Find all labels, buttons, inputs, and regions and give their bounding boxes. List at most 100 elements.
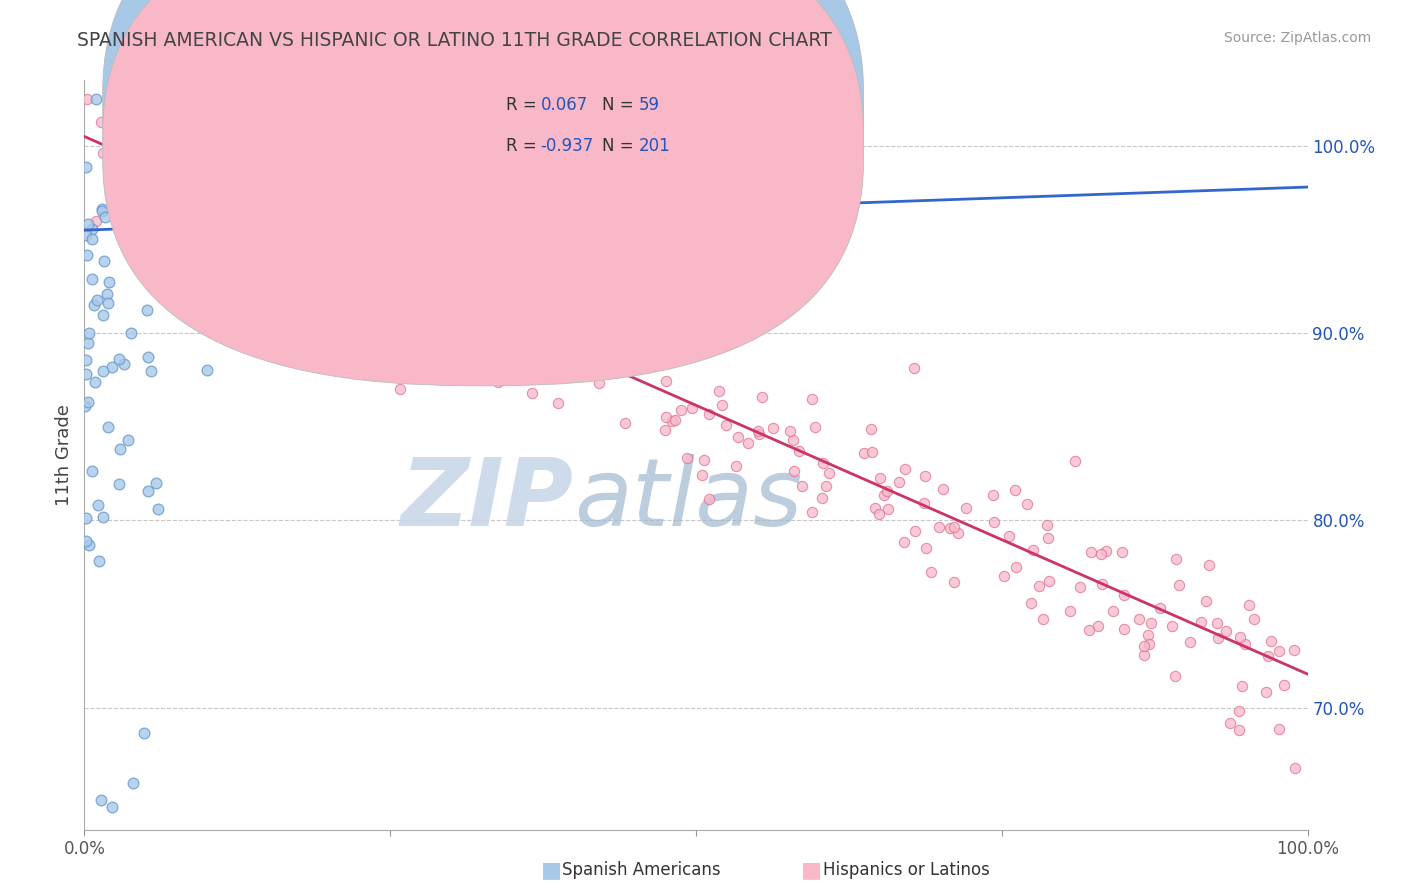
Point xyxy=(981,487,1004,501)
Point xyxy=(75,227,97,242)
Point xyxy=(998,529,1021,543)
Point xyxy=(690,468,713,483)
Point xyxy=(1161,619,1184,633)
Point xyxy=(1237,598,1260,612)
Point xyxy=(605,270,627,285)
Text: ■: ■ xyxy=(541,860,562,880)
Point xyxy=(893,535,915,549)
Point xyxy=(97,92,120,106)
Point xyxy=(876,483,898,498)
Point xyxy=(800,392,823,406)
Point xyxy=(107,92,129,106)
Point xyxy=(290,277,312,292)
Point xyxy=(75,353,97,368)
Point xyxy=(707,384,730,398)
Point xyxy=(932,482,955,496)
Point xyxy=(889,475,911,490)
Point xyxy=(654,410,676,425)
Point xyxy=(787,444,810,458)
Point xyxy=(149,132,172,146)
Point xyxy=(115,143,138,157)
Point xyxy=(114,211,136,225)
Point xyxy=(1132,648,1154,663)
Point xyxy=(224,122,246,136)
Point xyxy=(510,318,533,333)
Point xyxy=(779,424,801,438)
Point xyxy=(90,203,112,218)
Point xyxy=(1035,518,1057,533)
Point xyxy=(1189,615,1212,629)
Point xyxy=(357,276,380,290)
Point xyxy=(322,207,344,221)
Point xyxy=(1229,631,1251,645)
Point xyxy=(904,524,927,538)
Point xyxy=(323,216,346,230)
Point xyxy=(614,416,637,430)
Point xyxy=(783,464,806,478)
Point xyxy=(920,565,942,579)
Point xyxy=(101,800,124,814)
Point xyxy=(94,211,117,225)
Point xyxy=(1021,596,1043,610)
Point xyxy=(1233,637,1256,651)
Point xyxy=(77,326,100,340)
Point xyxy=(273,227,295,241)
Point xyxy=(1059,604,1081,618)
Point xyxy=(751,390,773,404)
Point xyxy=(1139,615,1161,630)
Point xyxy=(101,359,124,374)
Point xyxy=(83,298,105,312)
Point xyxy=(256,210,278,224)
Point xyxy=(860,422,883,436)
Point xyxy=(93,254,115,268)
Point xyxy=(1198,558,1220,572)
Point xyxy=(1194,593,1216,607)
Point xyxy=(893,462,915,476)
Point xyxy=(747,424,769,438)
Point xyxy=(84,92,107,106)
Point xyxy=(321,244,343,258)
Point xyxy=(912,496,935,510)
Point xyxy=(1111,545,1133,559)
Point xyxy=(815,479,838,493)
Point xyxy=(333,199,356,213)
Point xyxy=(359,252,381,266)
Point xyxy=(280,198,302,212)
Point xyxy=(1272,678,1295,692)
Point xyxy=(138,483,160,498)
Point xyxy=(1114,622,1136,636)
Point xyxy=(555,299,578,313)
Point xyxy=(595,344,617,359)
Point xyxy=(136,302,159,317)
Point xyxy=(87,554,110,568)
Text: Spanish Americans: Spanish Americans xyxy=(562,861,721,879)
Point xyxy=(946,525,969,540)
Point xyxy=(1077,624,1099,638)
Point xyxy=(869,471,891,485)
Point xyxy=(593,329,616,343)
Point xyxy=(96,287,118,301)
Point xyxy=(675,451,697,466)
Point xyxy=(80,222,103,236)
Point xyxy=(335,177,357,191)
Point xyxy=(800,505,823,519)
Point xyxy=(914,469,936,483)
Point xyxy=(762,420,785,434)
Point xyxy=(86,293,108,308)
Point xyxy=(80,464,103,478)
Point xyxy=(873,487,896,501)
Point xyxy=(1022,542,1045,557)
Point xyxy=(520,385,543,400)
Point xyxy=(727,430,749,444)
Point xyxy=(803,420,825,434)
Text: N =: N = xyxy=(602,137,638,155)
Point xyxy=(1136,628,1159,642)
Point xyxy=(1133,639,1156,653)
Text: ■: ■ xyxy=(801,860,823,880)
Point xyxy=(482,301,505,315)
Point xyxy=(716,418,738,433)
Point xyxy=(148,198,170,212)
Point xyxy=(256,244,278,258)
Point xyxy=(568,310,591,324)
Point xyxy=(1260,634,1282,648)
